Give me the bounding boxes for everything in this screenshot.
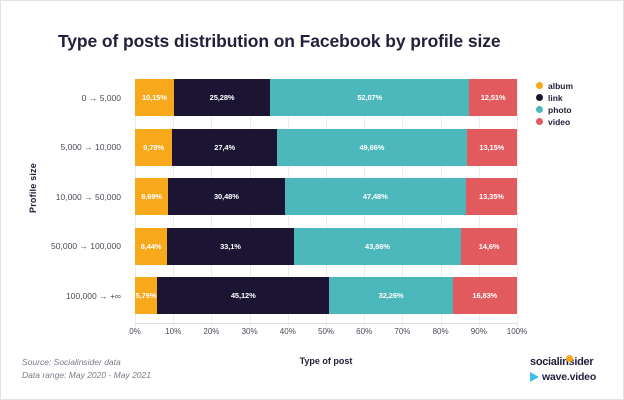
x-tick-label: 10% bbox=[165, 327, 182, 336]
bar-segment-label: 13,35% bbox=[479, 192, 504, 201]
bar-segment-photo[interactable]: 43,86% bbox=[293, 227, 462, 265]
legend-item-album[interactable]: album bbox=[536, 80, 573, 91]
y-tick-label: 0 → 5,000 bbox=[81, 92, 121, 103]
bar-segment-photo[interactable]: 32,26% bbox=[329, 277, 453, 314]
y-tick-label: 100,000 → +∞ bbox=[66, 290, 121, 301]
bar-segment-link[interactable]: 45,12% bbox=[157, 277, 330, 314]
legend-swatch-icon bbox=[536, 82, 543, 89]
bar-segment-label: 49,66% bbox=[359, 142, 385, 152]
bar-segment-label: 14,6% bbox=[478, 241, 500, 251]
play-triangle-icon bbox=[530, 372, 539, 382]
bar-row[interactable]: 8,44% 33,1% 43,86% 14,6% bbox=[135, 227, 517, 265]
bar-segment-photo[interactable]: 47,48% bbox=[284, 178, 466, 215]
x-tick-label: 50% bbox=[317, 327, 335, 336]
bar-segment-video[interactable]: 16,83% bbox=[452, 277, 517, 314]
bar-segment-label: 30,48% bbox=[213, 192, 239, 201]
bar-segment-video[interactable]: 14,6% bbox=[461, 227, 517, 265]
x-tick-label: 30% bbox=[241, 327, 258, 336]
x-axis-tick-labels: 0% 10% 20% 30% 40% 50% 60% 70% 80% 90% 100% bbox=[129, 327, 527, 341]
bar-segment-photo[interactable]: 52,07% bbox=[270, 79, 470, 116]
bar-segment-label: 47,48% bbox=[362, 192, 388, 201]
bar-segment-link[interactable]: 27,4% bbox=[172, 128, 278, 166]
x-tick-label: 20% bbox=[203, 327, 220, 336]
legend-item-label: video bbox=[548, 116, 571, 127]
bar-segment-label: 5,79% bbox=[135, 291, 157, 300]
legend-item-photo[interactable]: photo bbox=[536, 104, 573, 115]
bar-segment-label: 9,78% bbox=[143, 142, 165, 152]
legend-swatch-icon bbox=[536, 118, 543, 125]
bar-segment-album[interactable]: 8,69% bbox=[135, 178, 169, 215]
gridline bbox=[517, 79, 518, 327]
data-range-note: Data range: May 2020 - May 2021 bbox=[22, 370, 151, 380]
bar-segment-label: 45,12% bbox=[230, 291, 256, 300]
x-axis-line bbox=[135, 323, 517, 324]
wavevideo-logo: wave.video bbox=[530, 371, 616, 383]
x-tick-label: 60% bbox=[356, 327, 373, 336]
bar-segment-album[interactable]: 10,15% bbox=[135, 79, 174, 116]
x-tick-label: 40% bbox=[279, 327, 296, 336]
y-tick-label: 10,000 → 50,000 bbox=[55, 191, 121, 202]
bar-segment-link[interactable]: 30,48% bbox=[168, 178, 285, 215]
bar-segment-label: 8,44% bbox=[140, 241, 162, 251]
legend-item-label: link bbox=[548, 92, 563, 103]
bar-segment-video[interactable]: 12,51% bbox=[469, 79, 517, 116]
bar-row[interactable]: 8,69% 30,48% 47,48% 13,35% bbox=[135, 178, 517, 215]
bar-segment-video[interactable]: 13,35% bbox=[465, 178, 517, 215]
x-tick-label: 100% bbox=[506, 327, 528, 336]
legend-swatch-icon bbox=[536, 94, 543, 101]
footer-notes: Source: Socialinsider data Data range: M… bbox=[22, 356, 151, 382]
bar-segment-album[interactable]: 9,78% bbox=[135, 128, 173, 166]
chart-legend: album link photo video bbox=[536, 80, 573, 127]
wavevideo-wordmark: wave.video bbox=[542, 371, 597, 383]
plot-area: 10,15% 25,28% 52,07% 12,51% 9,78% 27,4% 49,66%… bbox=[135, 79, 518, 327]
bar-segment-label: 32,26% bbox=[378, 291, 404, 300]
x-tick-label: 0% bbox=[129, 327, 141, 336]
y-tick-label: 50,000 → 100,000 bbox=[51, 241, 121, 251]
brand-logo: socialinsider wave.video bbox=[530, 355, 616, 383]
bar-segment-label: 25,28% bbox=[209, 93, 235, 102]
bar-row[interactable]: 10,15% 25,28% 52,07% 12,51% bbox=[135, 79, 517, 116]
bar-segment-label: 43,86% bbox=[365, 241, 390, 251]
bar-row[interactable]: 9,78% 27,4% 49,66% 13,15% bbox=[135, 128, 517, 166]
bar-segment-album[interactable]: 5,79% bbox=[135, 277, 158, 314]
bar-segment-label: 52,07% bbox=[357, 93, 383, 102]
y-axis-tick-labels: 0 → 5,000 5,000 → 10,000 10,000 → 50,000 50… bbox=[1, 79, 129, 323]
x-tick-label: 80% bbox=[432, 327, 449, 336]
legend-item-label: photo bbox=[548, 104, 572, 115]
legend-swatch-icon bbox=[536, 106, 543, 113]
x-axis-title: Type of post bbox=[299, 356, 353, 366]
socialinsider-logo: socialinsider bbox=[530, 355, 616, 370]
legend-item-video[interactable]: video bbox=[536, 116, 573, 127]
logo-dot-icon bbox=[566, 355, 573, 362]
bar-segment-label: 10,15% bbox=[141, 93, 167, 102]
bar-segment-label: 8,69% bbox=[141, 192, 162, 201]
bar-segment-link[interactable]: 25,28% bbox=[173, 79, 271, 116]
x-tick-label: 90% bbox=[470, 327, 487, 336]
x-tick-label: 70% bbox=[394, 327, 411, 336]
bar-segment-album[interactable]: 8,44% bbox=[135, 227, 168, 265]
bar-row[interactable]: 5,79% 45,12% 32,26% 16,83% bbox=[135, 277, 517, 314]
page-title: Type of posts distribution on Facebook b… bbox=[58, 31, 501, 51]
bar-segment-label: 27,4% bbox=[214, 142, 236, 152]
bar-segment-label: 13,15% bbox=[479, 142, 505, 152]
bar-segment-label: 12,51% bbox=[480, 93, 506, 102]
bar-segment-label: 33,1% bbox=[220, 241, 241, 251]
bar-segment-label: 16,83% bbox=[472, 291, 498, 300]
bar-segment-link[interactable]: 33,1% bbox=[167, 227, 294, 265]
y-tick-label: 5,000 → 10,000 bbox=[60, 142, 122, 152]
legend-item-label: album bbox=[548, 80, 574, 91]
bar-segment-video[interactable]: 13,15% bbox=[466, 128, 517, 166]
source-note: Source: Socialinsider data bbox=[22, 357, 121, 367]
socialinsider-wordmark: socialinsider bbox=[530, 356, 594, 368]
bar-segment-photo[interactable]: 49,66% bbox=[277, 128, 467, 166]
legend-item-link[interactable]: link bbox=[536, 92, 573, 103]
